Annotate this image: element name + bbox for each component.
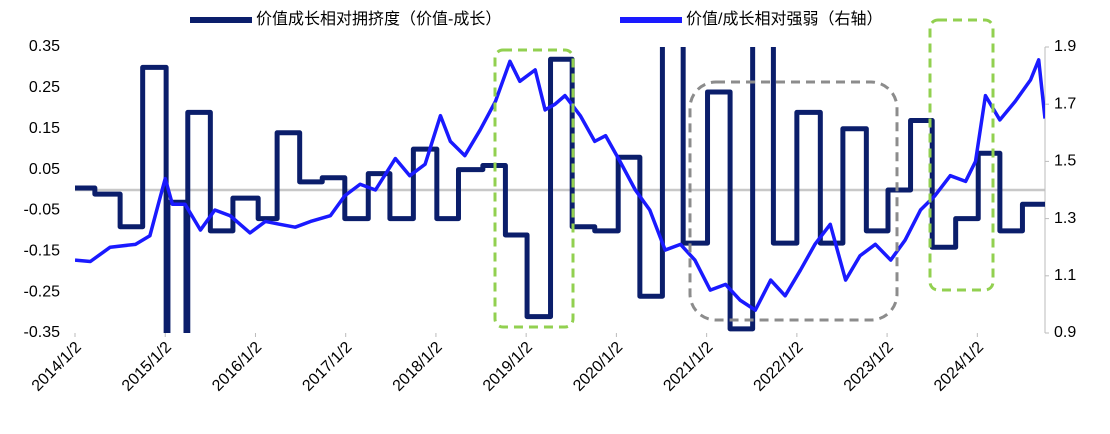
y-tick-label: 0.15 [29, 120, 60, 137]
y-tick-label: -0.05 [24, 202, 61, 219]
x-tick-label: 2020/1/2 [570, 339, 626, 395]
y-tick-label: -0.15 [24, 243, 61, 260]
y-tick-label: 0.35 [29, 38, 60, 55]
x-tick-label: 2024/1/2 [931, 339, 987, 395]
x-tick-label: 2016/1/2 [209, 339, 265, 395]
x-tick-label: 2014/1/2 [29, 339, 85, 395]
y2-tick-label: 1.9 [1054, 38, 1076, 55]
y-tick-label: -0.35 [24, 324, 61, 341]
legend-label: 价值/成长相对强弱（右轴） [686, 10, 882, 28]
y-tick-label: 0.05 [29, 161, 60, 178]
plot-area [75, 47, 1045, 333]
x-tick-label: 2017/1/2 [299, 339, 355, 395]
y2-tick-label: 1.7 [1054, 95, 1076, 112]
y-tick-label: -0.25 [24, 283, 61, 300]
y2-tick-label: 1.3 [1054, 210, 1076, 227]
x-tick-label: 2019/1/2 [480, 339, 536, 395]
data-line [75, 58, 1045, 312]
highlight-box [688, 80, 899, 322]
y-tick-label: 0.25 [29, 79, 60, 96]
data-line [75, 47, 1045, 333]
highlight-box [928, 18, 995, 292]
legend: 价值成长相对拥挤度（价值-成长） 价值/成长相对强弱（右轴） [190, 10, 882, 28]
y2-tick-label: 1.5 [1054, 153, 1076, 170]
y2-tick-label: 1.1 [1054, 267, 1076, 284]
x-tick-label: 2018/1/2 [390, 339, 446, 395]
highlight-box [493, 48, 575, 329]
x-tick-label: 2021/1/2 [660, 339, 716, 395]
y2-tick-label: 0.9 [1054, 324, 1076, 341]
x-tick-label: 2022/1/2 [751, 339, 807, 395]
x-tick-label: 2015/1/2 [119, 339, 175, 395]
legend-label: 价值成长相对拥挤度（价值-成长） [256, 10, 501, 28]
x-tick-label: 2023/1/2 [841, 339, 897, 395]
